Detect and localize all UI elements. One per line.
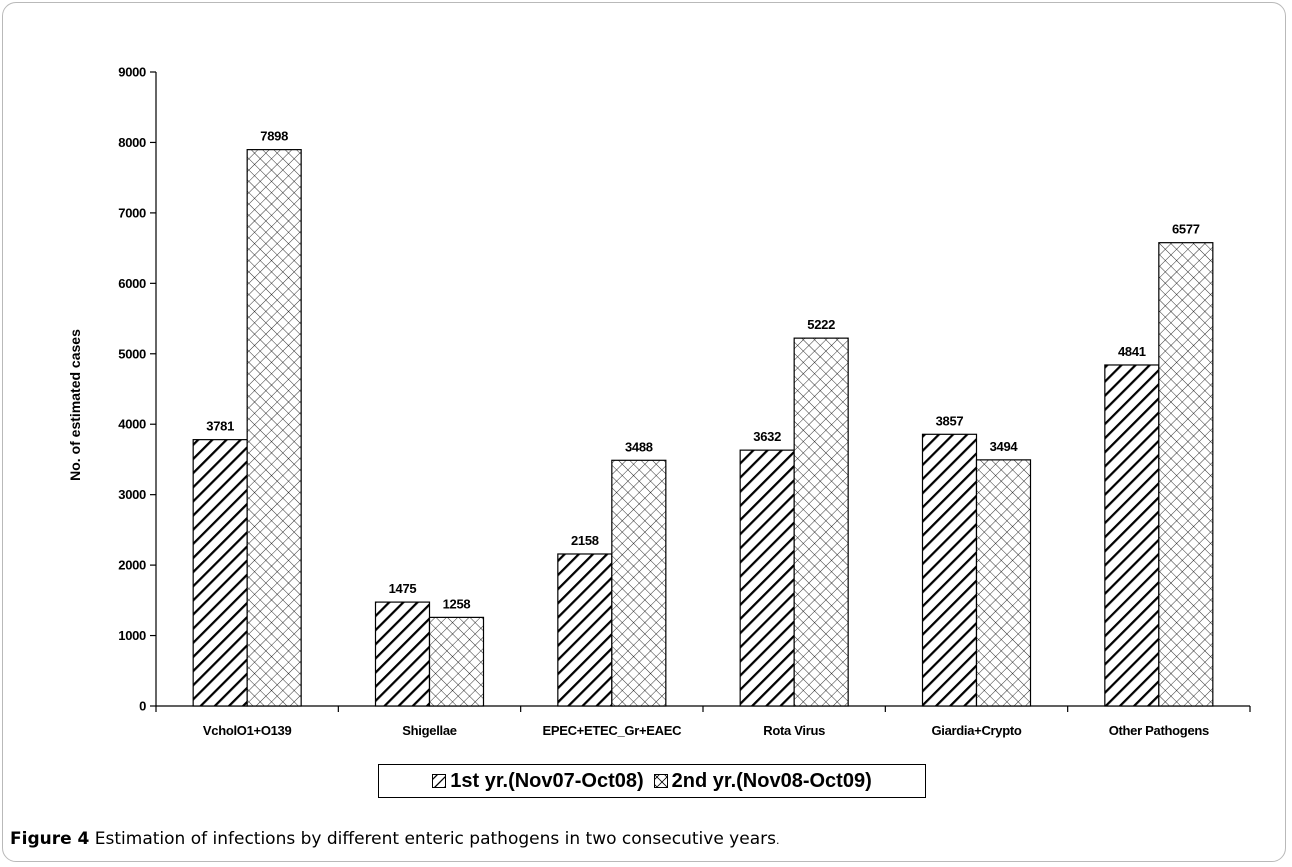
y-tick-label: 9000 xyxy=(118,65,146,80)
bar xyxy=(192,439,248,707)
legend: 1st yr.(Nov07-Oct08) 2nd yr.(Nov08-Oct09… xyxy=(378,764,926,798)
caption-text: Estimation of infections by different en… xyxy=(94,829,776,849)
legend-swatch-crosshatch-icon xyxy=(653,774,668,788)
y-tick-label: 6000 xyxy=(118,276,146,291)
data-label: 3857 xyxy=(936,413,964,428)
data-label: 2158 xyxy=(571,533,599,548)
caption-suffix: . xyxy=(775,834,780,847)
data-label: 5222 xyxy=(807,317,835,332)
bar xyxy=(611,459,667,707)
data-label: 7898 xyxy=(260,129,288,144)
bar xyxy=(246,149,302,707)
x-tick-label: Rota Virus xyxy=(763,723,825,738)
x-tick-label: Shigellae xyxy=(402,723,456,738)
legend-label-series-1: 1st yr.(Nov07-Oct08) xyxy=(450,769,644,792)
bar xyxy=(428,616,485,707)
legend-swatch-diagonal-icon xyxy=(432,774,447,788)
y-tick-label: 2000 xyxy=(118,558,146,573)
x-tick-label: EPEC+ETEC_Gr+EAEC xyxy=(542,723,682,738)
bar xyxy=(739,449,795,707)
bar xyxy=(374,601,431,707)
data-label: 6577 xyxy=(1172,222,1200,237)
bar xyxy=(975,459,1032,707)
y-tick-label: 8000 xyxy=(118,135,146,150)
data-label: 1258 xyxy=(443,596,471,611)
data-label: 1475 xyxy=(389,581,417,596)
bar xyxy=(921,433,978,707)
y-tick-label: 7000 xyxy=(118,205,146,220)
x-tick-label: Giardia+Crypto xyxy=(931,723,1021,738)
x-tick-label: VcholO1+O139 xyxy=(203,723,292,738)
legend-item-series-2: 2nd yr.(Nov08-Oct09) xyxy=(653,769,872,793)
bar xyxy=(1158,242,1214,707)
legend-item-series-1: 1st yr.(Nov07-Oct08) xyxy=(432,769,644,793)
y-tick-label: 3000 xyxy=(118,487,146,502)
y-axis-label: No. of estimated cases xyxy=(67,329,83,481)
legend-label-series-2: 2nd yr.(Nov08-Oct09) xyxy=(671,769,872,792)
data-label: 3781 xyxy=(206,419,234,434)
data-label: 4841 xyxy=(1118,344,1146,359)
bar xyxy=(1104,364,1160,707)
bar xyxy=(793,337,849,707)
y-tick-label: 4000 xyxy=(118,417,146,432)
data-label: 3494 xyxy=(990,439,1019,454)
x-tick-label: Other Pathogens xyxy=(1109,723,1209,738)
x-axis: VcholO1+O139 Shigellae EPEC+ETEC_Gr+EAEC Ro… xyxy=(155,705,1251,738)
caption-label: Figure 4 xyxy=(10,829,90,849)
y-tick-label: 1000 xyxy=(118,628,146,643)
bar-chart: 0 1000 2000 3000 4000 5000 6000 7000 8000 9000 Vc… xyxy=(67,65,1251,738)
data-labels: 3781 1475 2158 3632 3857 4841 7898 1258 3488 5222… xyxy=(206,129,1200,612)
data-label: 3632 xyxy=(753,429,781,444)
bars xyxy=(192,149,1214,707)
bar xyxy=(557,553,613,707)
y-axis: 0 1000 2000 3000 4000 5000 6000 7000 8000 9000 xyxy=(118,65,157,714)
y-tick-label: 5000 xyxy=(118,346,146,361)
data-label: 3488 xyxy=(625,439,653,454)
figure-caption: Figure 4 Estimation of infections by dif… xyxy=(10,829,779,849)
y-tick-label: 0 xyxy=(139,699,146,714)
